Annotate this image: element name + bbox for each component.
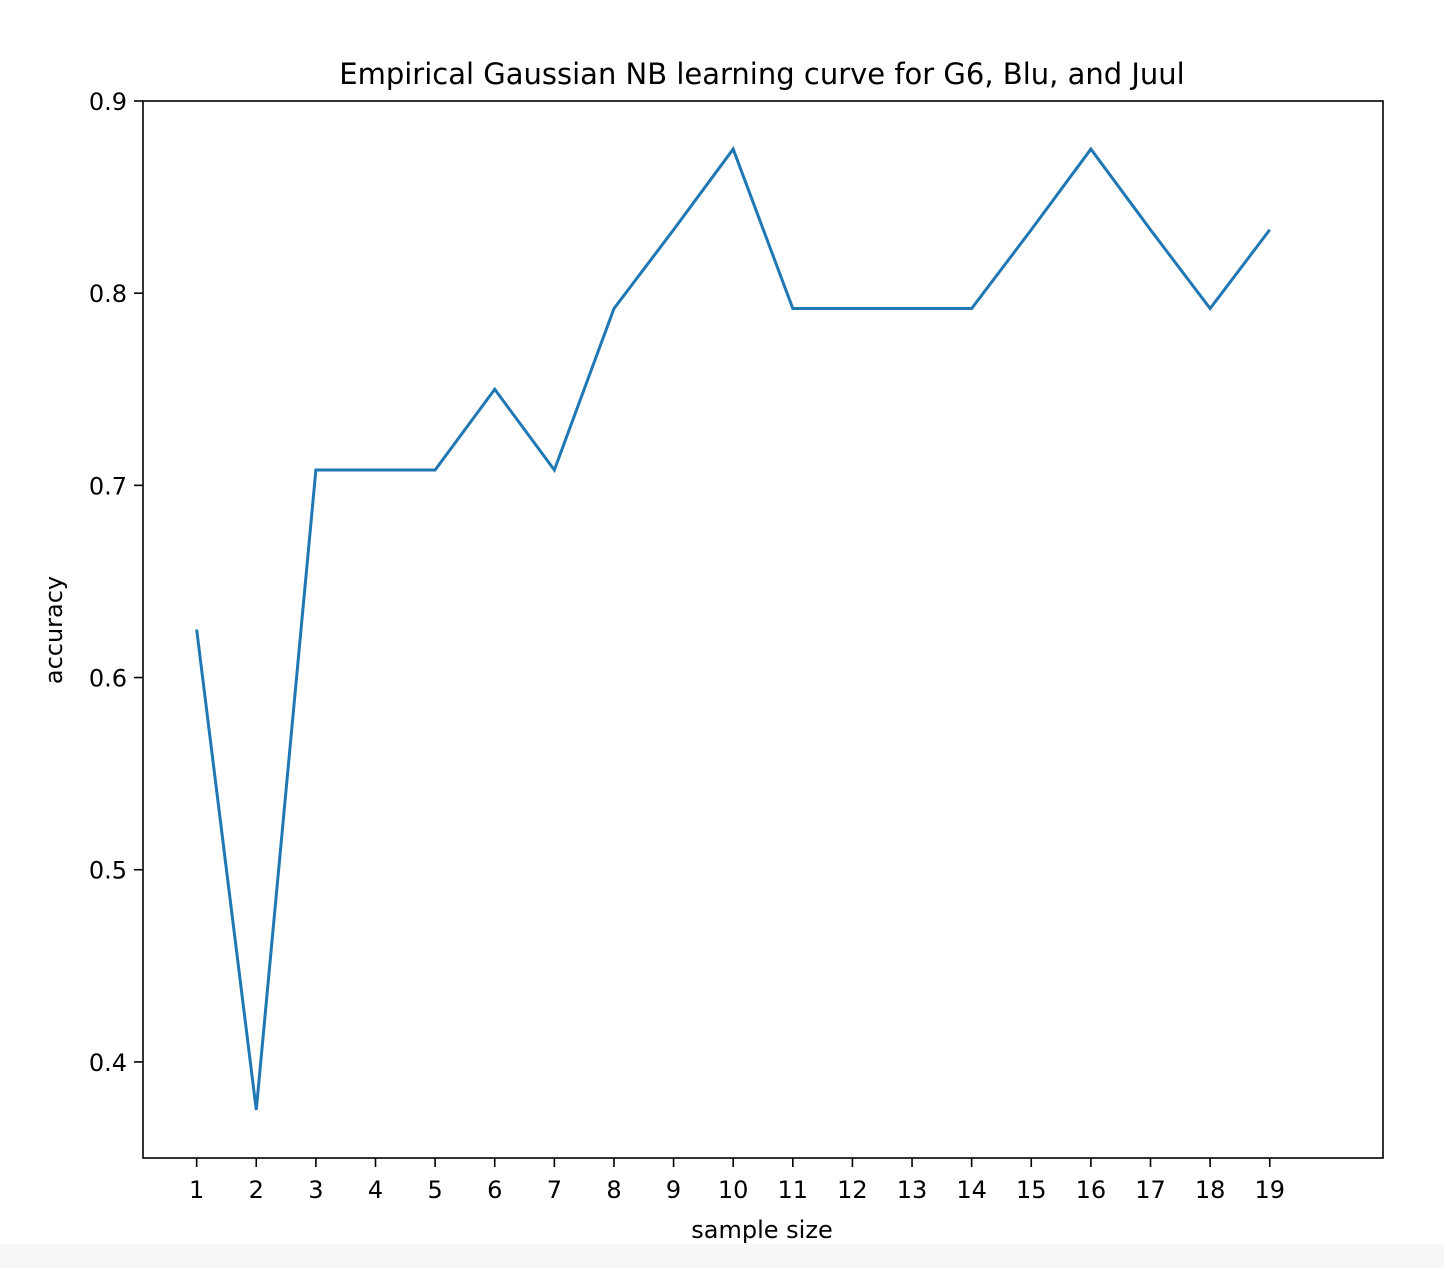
x-tick-label: 5 <box>427 1176 442 1204</box>
data-point <box>195 628 199 632</box>
x-tick-label: 14 <box>956 1176 987 1204</box>
x-tick-label: 19 <box>1254 1176 1285 1204</box>
x-tick-label: 10 <box>718 1176 749 1204</box>
x-tick-label: 16 <box>1076 1176 1107 1204</box>
x-tick-label: 4 <box>368 1176 383 1204</box>
x-tick-label: 18 <box>1195 1176 1226 1204</box>
y-tick-label: 0.4 <box>89 1049 127 1077</box>
x-tick-label: 11 <box>778 1176 809 1204</box>
data-point <box>493 387 497 391</box>
x-tick-label: 12 <box>837 1176 868 1204</box>
data-point <box>1029 228 1033 232</box>
data-point <box>1208 307 1212 311</box>
series-line <box>195 145 1271 1111</box>
y-tick-label: 0.6 <box>89 665 127 693</box>
data-point <box>254 1108 258 1112</box>
y-axis-label: accuracy <box>40 576 68 684</box>
data-point <box>374 468 378 472</box>
y-axis: 0.4 0.5 0.6 0.7 0.8 0.9 <box>89 88 143 1077</box>
x-tick-label: 8 <box>606 1176 621 1204</box>
data-point <box>1089 147 1093 151</box>
data-point <box>731 147 735 151</box>
data-point <box>612 307 616 311</box>
data-point <box>314 468 318 472</box>
x-tick-label: 17 <box>1135 1176 1166 1204</box>
x-axis-label: sample size <box>691 1216 832 1244</box>
x-tick-label: 15 <box>1016 1176 1047 1204</box>
y-tick-label: 0.8 <box>89 280 127 308</box>
plot-area <box>195 145 1272 1112</box>
x-tick-label: 1 <box>189 1176 204 1204</box>
data-point <box>850 307 854 311</box>
footer-strip <box>0 1244 1444 1268</box>
x-axis: 1 2 3 4 5 6 7 8 9 10 11 12 13 14 15 16 17 18 19 <box>189 1158 1285 1204</box>
x-tick-label: 7 <box>547 1176 562 1204</box>
x-tick-label: 2 <box>249 1176 264 1204</box>
y-tick-label: 0.7 <box>89 472 127 500</box>
y-tick-label: 0.9 <box>89 88 127 116</box>
x-tick-label: 6 <box>487 1176 502 1204</box>
data-point <box>433 468 437 472</box>
data-point <box>970 307 974 311</box>
data-point <box>1149 228 1153 232</box>
plot-frame <box>142 100 1384 1159</box>
data-point <box>1268 228 1272 232</box>
chart-title: Empirical Gaussian NB learning curve for… <box>339 57 1184 91</box>
data-point <box>672 228 676 232</box>
x-tick-label: 13 <box>897 1176 928 1204</box>
data-point <box>552 468 556 472</box>
x-tick-label: 9 <box>666 1176 681 1204</box>
data-point <box>910 307 914 311</box>
data-point <box>791 307 795 311</box>
x-tick-label: 3 <box>308 1176 323 1204</box>
y-tick-label: 0.5 <box>89 857 127 885</box>
